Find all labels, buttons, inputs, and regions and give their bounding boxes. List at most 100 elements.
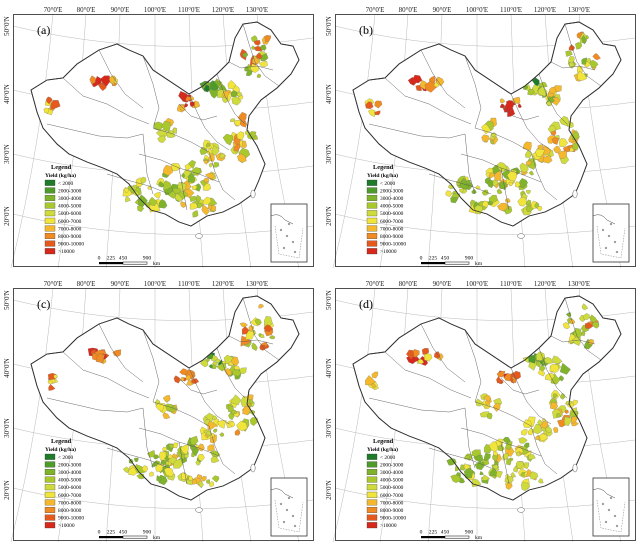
yield-patch — [128, 467, 138, 476]
country-border — [352, 295, 622, 501]
yield-patch — [497, 444, 505, 452]
yield-patch — [245, 330, 255, 340]
yield-patch — [499, 98, 506, 104]
legend-class-label: 4000-5000 — [380, 204, 404, 210]
province-boundary — [500, 167, 510, 211]
latitude-label: 50°0'N — [3, 16, 11, 36]
yield-patch — [504, 198, 511, 203]
yield-patch — [195, 194, 202, 203]
legend-class-label: 4000-5000 — [380, 478, 404, 484]
yield-patch — [195, 460, 201, 466]
yield-patch — [208, 364, 214, 369]
longitude-label: 120°0'E — [212, 6, 234, 14]
yield-patch — [166, 130, 176, 138]
legend-class-label: 2000-3000 — [58, 188, 82, 194]
yield-patch — [237, 111, 247, 123]
yield-patches — [47, 303, 276, 489]
yield-patch — [589, 314, 598, 323]
inset-island — [601, 228, 605, 232]
province-boundary — [106, 173, 170, 195]
yield-patch — [196, 202, 203, 209]
province-boundary — [368, 123, 466, 139]
yield-patch — [242, 406, 251, 416]
yield-patch — [525, 189, 531, 195]
yield-patch — [198, 480, 204, 488]
latitude-label: 30°0'N — [325, 418, 333, 438]
inset-island — [287, 496, 291, 500]
yield-patch — [528, 355, 536, 364]
longitude-label: 70°0'E — [44, 6, 63, 14]
yield-patch — [222, 133, 233, 146]
yield-patch — [552, 393, 558, 398]
yield-patch — [89, 75, 97, 85]
scale-tick-label: 450 — [441, 530, 450, 536]
longitude-label: 110°0'E — [500, 280, 522, 288]
yield-patch — [471, 188, 477, 194]
yield-patch — [552, 355, 563, 364]
yield-patch — [219, 432, 225, 437]
yield-patch — [450, 474, 462, 483]
yield-patch — [488, 194, 498, 203]
province-boundary — [228, 61, 274, 71]
province-boundary — [188, 367, 230, 425]
province-boundary — [474, 401, 532, 427]
inset-island — [604, 520, 608, 524]
province-boundary — [464, 133, 476, 195]
inset-island — [287, 222, 291, 226]
yield-patch — [179, 368, 188, 376]
legend-swatch — [366, 225, 378, 232]
yield-patch — [575, 42, 583, 50]
scale-bar-segment — [122, 261, 148, 265]
yield-patch — [568, 44, 575, 51]
yield-patch — [423, 352, 433, 362]
yield-patch — [564, 409, 569, 414]
map-panel-4: 70°0'E 80°0'E 90°0'E 100°0'E 110°0'E 120°0'E 1… — [325, 278, 637, 542]
yield-patch — [488, 172, 495, 179]
province-boundary — [142, 55, 160, 129]
scale-bar-segment — [122, 535, 148, 539]
province-boundary — [106, 447, 170, 469]
legend-swatch — [44, 507, 56, 513]
province-boundary — [178, 441, 188, 485]
panel-label: (d) — [359, 297, 373, 311]
panel-label: (a) — [37, 23, 50, 37]
legend-title: Legend — [373, 438, 394, 445]
legend-swatch — [44, 202, 56, 209]
province-boundary — [420, 49, 466, 109]
yield-patch — [528, 170, 534, 176]
legend-class-label: 7000-8000 — [58, 226, 82, 232]
yield-patch — [581, 57, 587, 65]
yield-patch — [174, 192, 183, 202]
legend-class-label: >10000 — [380, 249, 397, 255]
yield-patch — [204, 172, 215, 181]
map-panel-2: 70°0'E 80°0'E 90°0'E 100°0'E 110°0'E 120°0'E 1… — [325, 4, 637, 268]
scale-tick-label: 225 — [429, 256, 438, 262]
province-boundary — [242, 297, 280, 361]
scale-unit: km — [475, 261, 483, 267]
legend-class-label: 8000-9000 — [380, 508, 404, 514]
yield-patch — [565, 50, 573, 57]
inset-island — [615, 250, 619, 254]
yield-patch — [201, 476, 207, 482]
legend-subtitle: Yield (kg/ha) — [45, 446, 76, 453]
yield-patch — [180, 376, 185, 382]
yield-patch — [487, 201, 494, 206]
scale-unit: km — [153, 535, 161, 541]
yield-patch — [515, 451, 521, 457]
inset-island — [613, 240, 617, 244]
yield-patch — [505, 100, 514, 113]
longitude-label: 70°0'E — [44, 280, 63, 288]
legend-class-label: 9000-10000 — [380, 242, 406, 248]
province-boundary — [538, 347, 568, 399]
legend-swatch — [366, 202, 378, 209]
province-boundary — [142, 133, 154, 195]
yield-patch — [535, 435, 541, 441]
yield-patch — [141, 465, 148, 473]
legend-class-label: 4000-5000 — [58, 204, 82, 210]
province-boundary — [384, 77, 472, 125]
yield-patch — [168, 443, 175, 449]
scale-tick-label: 900 — [143, 530, 152, 536]
province-boundary — [500, 103, 540, 121]
inset-island — [293, 250, 297, 254]
yield-patch — [581, 303, 589, 311]
